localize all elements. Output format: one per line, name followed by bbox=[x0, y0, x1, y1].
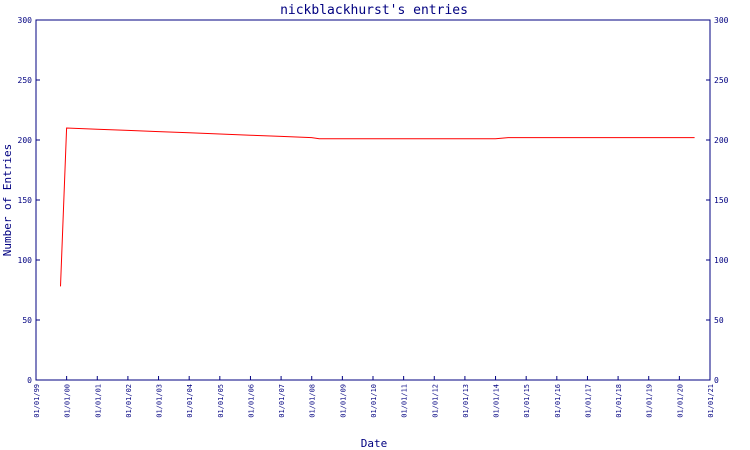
y-tick-label-right: 100 bbox=[714, 256, 729, 265]
x-tick-label: 01/01/16 bbox=[554, 384, 562, 418]
x-tick-label: 01/01/19 bbox=[646, 384, 654, 418]
y-tick-label-left: 150 bbox=[18, 196, 33, 205]
y-tick-label-right: 150 bbox=[714, 196, 729, 205]
y-tick-label-left: 300 bbox=[18, 16, 33, 25]
axis-ticks: 0 0 50 50 100 100 150 150 200 200 250 250 300 300 01/0… bbox=[18, 16, 729, 418]
x-tick-label: 01/01/11 bbox=[401, 384, 409, 418]
x-tick-label: 01/01/06 bbox=[247, 384, 255, 418]
x-tick-label: 01/01/09 bbox=[339, 384, 347, 418]
x-tick-label: 01/01/99 bbox=[33, 384, 41, 418]
y-axis-label: Number of Entries bbox=[1, 144, 14, 257]
x-tick-label: 01/01/04 bbox=[186, 384, 194, 418]
y-tick-label-right: 0 bbox=[714, 376, 719, 385]
plot-frame bbox=[35, 19, 711, 381]
x-tick-label: 01/01/02 bbox=[125, 384, 133, 418]
y-tick-label-right: 50 bbox=[714, 316, 724, 325]
x-tick-label: 01/01/15 bbox=[523, 384, 531, 418]
y-tick-label-left: 50 bbox=[22, 316, 32, 325]
y-tick-label-left: 100 bbox=[18, 256, 33, 265]
chart-title: nickblackhurst's entries bbox=[280, 3, 468, 18]
x-tick-label: 01/01/21 bbox=[707, 384, 715, 418]
y-tick-label-left: 0 bbox=[27, 376, 32, 385]
x-tick-label: 01/01/03 bbox=[156, 384, 164, 418]
series-line bbox=[60, 127, 695, 287]
y-tick-label-left: 200 bbox=[18, 136, 33, 145]
y-tick-label-right: 300 bbox=[714, 16, 729, 25]
data-lines bbox=[60, 127, 695, 287]
x-tick-label: 01/01/14 bbox=[493, 384, 501, 418]
y-tick-label-left: 250 bbox=[18, 76, 33, 85]
x-tick-label: 01/01/18 bbox=[615, 384, 623, 418]
x-tick-label: 01/01/01 bbox=[94, 384, 102, 418]
y-tick-label-right: 250 bbox=[714, 76, 729, 85]
x-tick-label: 01/01/00 bbox=[64, 384, 72, 418]
x-tick-label: 01/01/07 bbox=[278, 384, 286, 418]
x-tick-label: 01/01/20 bbox=[676, 384, 684, 418]
x-tick-label: 01/01/13 bbox=[462, 384, 470, 418]
x-axis-label: Date bbox=[361, 437, 388, 450]
x-tick-label: 01/01/17 bbox=[584, 384, 592, 418]
x-tick-label: 01/01/10 bbox=[370, 384, 378, 418]
x-tick-label: 01/01/08 bbox=[309, 384, 317, 418]
y-tick-label-right: 200 bbox=[714, 136, 729, 145]
x-tick-label: 01/01/12 bbox=[431, 384, 439, 418]
x-tick-label: 01/01/05 bbox=[217, 384, 225, 418]
